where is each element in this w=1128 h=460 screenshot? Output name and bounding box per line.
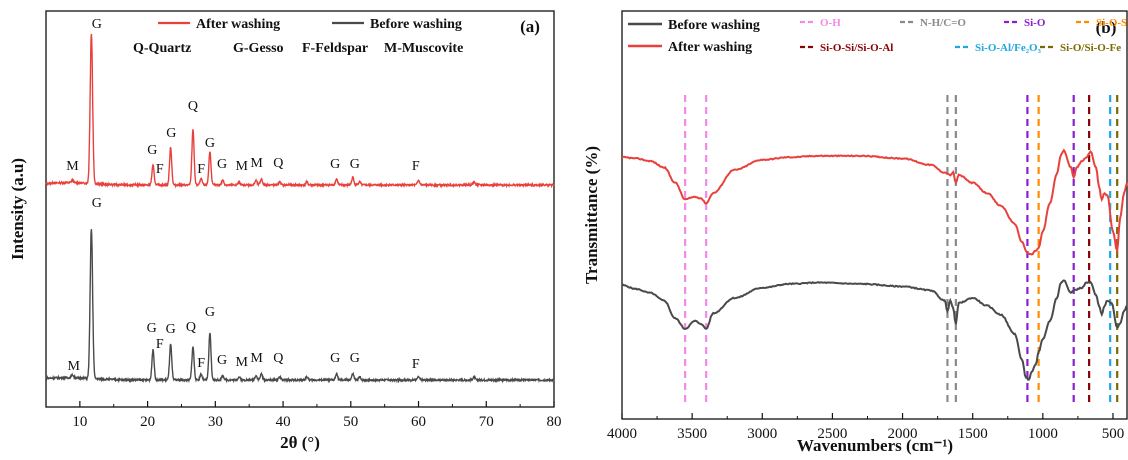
panel-b-ftir: 4000 3500 3000 2500 2000 1500 1000 500 (b) Befo… — [582, 10, 1128, 455]
xrd-peak-label-after: Q — [273, 156, 283, 171]
panel-b-xtick-label: 4000 — [607, 426, 637, 442]
xrd-peak-label-after: G — [147, 143, 157, 158]
panel-a-xtick-label: 10 — [72, 414, 87, 430]
xrd-peak-label-after: G — [205, 136, 215, 151]
panel-a-xtick-label: 50 — [343, 414, 358, 430]
panel-a-xtick-label: 20 — [140, 414, 155, 430]
ftir-line-after — [621, 148, 1128, 256]
panel-b-label: (b) — [1096, 18, 1117, 37]
xrd-peak-label-before: F — [197, 356, 205, 371]
panel-b-ylabel: Transmittance (%) — [582, 146, 601, 284]
panel-b-xtick-label: 3000 — [747, 426, 777, 442]
xrd-peak-label-after: M — [236, 159, 249, 174]
legend-label-before-b: Before washing — [668, 18, 760, 33]
panel-b-frame — [621, 10, 1128, 420]
xrd-peak-label-before: Q — [273, 351, 283, 366]
panel-a-xtick-label: 40 — [276, 414, 291, 430]
panel-b-xtick-label: 1500 — [958, 426, 988, 442]
legend-label-after-a: After washing — [196, 17, 280, 32]
xrd-peak-label-after: F — [412, 159, 420, 174]
xrd-peak-label-after: M — [250, 156, 263, 171]
xrd-peak-label-before: G — [205, 305, 215, 320]
xrd-peak-label-after: F — [197, 162, 205, 177]
xrd-peak-label-before: F — [156, 337, 164, 352]
band-legend-label: Si-O-Al/Fe₂O₃ — [975, 42, 1042, 54]
band-legend-label: Si-O/Si-O-Fe — [1060, 42, 1121, 54]
panel-a-xtick-label: 80 — [547, 414, 562, 430]
xrd-peak-label-before: G — [92, 196, 102, 211]
xrd-peak-label-after: Q — [188, 99, 198, 114]
xrd-peak-label-before: M — [68, 359, 81, 374]
panel-a-ylabel: Intensity (a.u) — [8, 158, 27, 260]
xrd-peak-label-after: F — [156, 162, 164, 177]
xrd-peak-label-after: G — [92, 17, 102, 32]
panel-a-xlabel: 2θ (°) — [280, 433, 320, 452]
phase-key-gesso: G-Gesso — [233, 41, 284, 56]
panel-a-frame — [45, 10, 555, 408]
xrd-peak-label-before: G — [217, 353, 227, 368]
phase-key-muscovite: M-Muscovite — [384, 41, 463, 56]
xrd-line-after — [45, 34, 555, 189]
band-legend-label: O-H — [820, 17, 841, 29]
xrd-peak-label-before: F — [412, 357, 420, 372]
phase-key-feldspar: F-Feldspar — [302, 41, 368, 56]
xrd-line-before — [45, 229, 555, 384]
legend-label-after-b: After washing — [668, 40, 752, 55]
xrd-peak-label-after: G — [330, 157, 340, 172]
band-legend-label: N-H/C=O — [920, 17, 966, 29]
band-legend-label: Si-O — [1024, 17, 1046, 29]
panel-a-xtick-label: 60 — [411, 414, 426, 430]
xrd-peak-label-before: M — [236, 355, 249, 370]
legend-label-before-a: Before washing — [370, 17, 462, 32]
xrd-peak-label-before: G — [330, 351, 340, 366]
xrd-peak-label-before: G — [147, 321, 157, 336]
band-legend-label: Si-O-Si — [1096, 17, 1128, 29]
panel-b-xlabel: Wavenumbers (cm⁻¹) — [797, 436, 953, 455]
panel-b-xtick-label: 1000 — [1028, 426, 1058, 442]
panel-b-xtick-label: 500 — [1102, 426, 1125, 442]
xrd-peak-label-after: G — [166, 126, 176, 141]
panel-a-xtick-label: 70 — [479, 414, 494, 430]
xrd-peak-label-before: G — [166, 322, 176, 337]
xrd-peak-label-before: M — [250, 351, 263, 366]
xrd-peak-label-after: G — [217, 157, 227, 172]
phase-key-quartz: Q-Quartz — [133, 41, 191, 56]
panel-a-xtick-label: 30 — [208, 414, 223, 430]
band-legend-label: Si-O-Si/Si-O-Al — [820, 42, 893, 54]
panel-b-xtick-label: 2000 — [888, 426, 918, 442]
panel-b-xtick-label: 3500 — [677, 426, 707, 442]
panel-b-xtick-label: 2500 — [817, 426, 847, 442]
xrd-peak-label-before: Q — [186, 320, 196, 335]
xrd-peak-label-before: G — [350, 351, 360, 366]
ftir-line-before — [621, 279, 1128, 381]
xrd-peak-label-after: M — [66, 159, 79, 174]
panel-a-label: (a) — [520, 17, 540, 36]
xrd-peak-label-after: G — [350, 157, 360, 172]
